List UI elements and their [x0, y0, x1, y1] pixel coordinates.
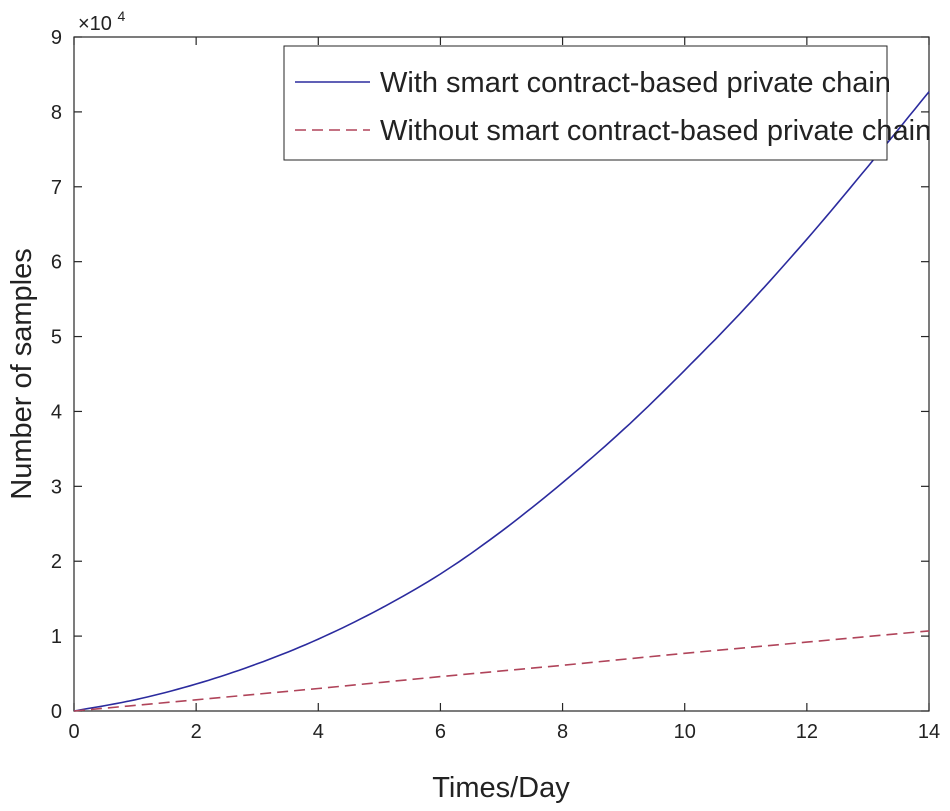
x-tick-label: 8 — [557, 721, 568, 743]
series-layer — [73, 91, 930, 712]
legend-box — [283, 45, 888, 161]
series-line-without-chain — [73, 630, 930, 712]
legend-label-with-chain: With smart contract-based private chain — [380, 67, 891, 99]
x-axis-title: Times/Day — [432, 772, 570, 804]
x-tick-label: 14 — [918, 721, 940, 743]
x-tick-label: 0 — [68, 721, 79, 743]
y-axis-title: Number of samples — [6, 248, 38, 499]
x-tick-label: 10 — [674, 721, 696, 743]
legend: With smart contract-based private chain … — [283, 45, 931, 161]
series-line-with-chain — [73, 91, 930, 712]
y-tick-label: 0 — [51, 701, 62, 723]
y-tick-label: 9 — [51, 27, 62, 49]
y-tick-label: 8 — [51, 102, 62, 124]
legend-label-without-chain: Without smart contract-based private cha… — [380, 115, 931, 147]
y-tick-label: 1 — [51, 626, 62, 648]
y-tick-label: 7 — [51, 177, 62, 199]
y-tick-label: 2 — [51, 551, 62, 573]
y-tick-label: 3 — [51, 476, 62, 498]
x-tick-label: 6 — [435, 721, 446, 743]
y-tick-label: 5 — [51, 327, 62, 349]
x-tick-label: 4 — [313, 721, 324, 743]
y-tick-label: 6 — [51, 252, 62, 274]
x-tick-label: 12 — [796, 721, 818, 743]
y-multiplier-label: ×10 4 — [78, 8, 126, 35]
y-tick-label: 4 — [51, 401, 62, 423]
x-tick-label: 2 — [191, 721, 202, 743]
